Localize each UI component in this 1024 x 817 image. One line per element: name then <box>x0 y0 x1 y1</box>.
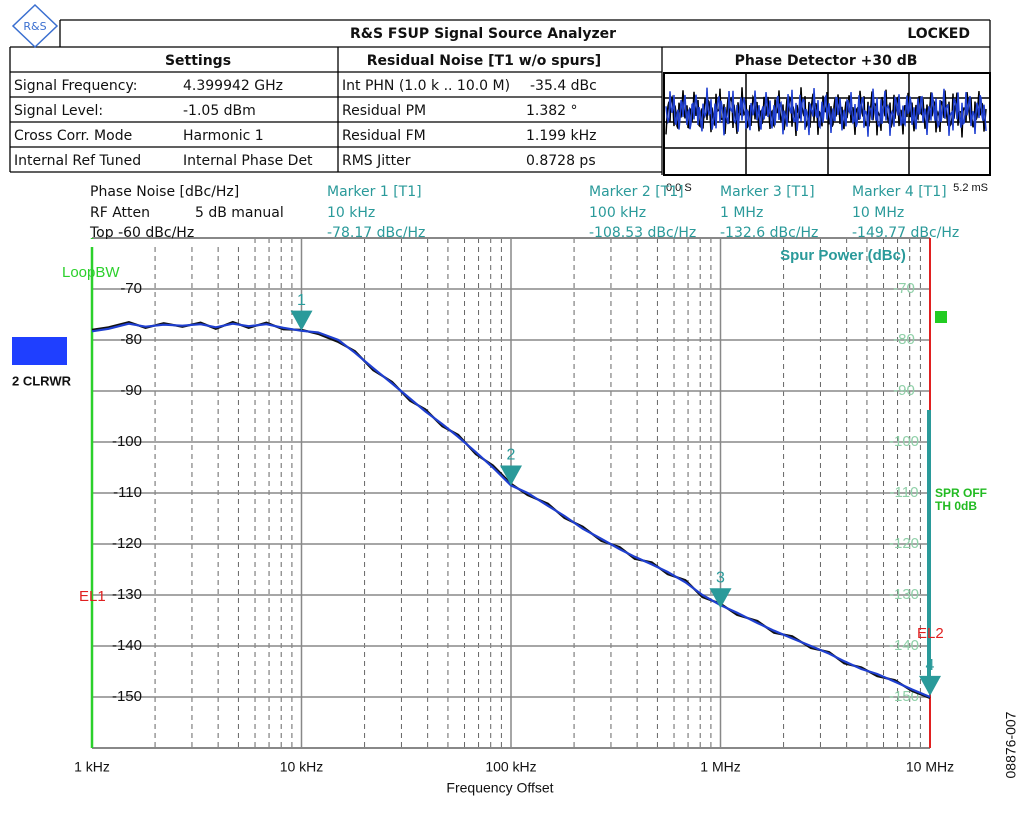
y2-tick-label: -150 <box>889 688 919 705</box>
residual-label: Int PHN (1.0 k .. 10.0 M) <box>342 78 510 94</box>
residual-label: RMS Jitter <box>342 153 411 169</box>
logo: R&S <box>23 20 46 33</box>
x-tick-label: 10 MHz <box>906 759 954 775</box>
setting-value: Internal Phase Det <box>183 153 313 169</box>
y2-tick-label: -90 <box>893 382 915 399</box>
y-tick-label: -130 <box>112 586 142 603</box>
x-axis-label: Frequency Offset <box>446 780 553 796</box>
header: R&S R&S FSUP Signal Source Analyzer LOCK… <box>9 3 991 194</box>
y-tick-label: -150 <box>112 688 142 705</box>
setting-value: Harmonic 1 <box>183 128 264 144</box>
y2-tick-label: -80 <box>893 331 915 348</box>
loop-bw: LoopBW <box>62 264 120 281</box>
marker-x: 100 kHz <box>589 205 646 221</box>
spur-status: SPR OFF <box>935 486 987 500</box>
el1: EL1 <box>79 588 106 605</box>
residual-value: -35.4 dBc <box>530 78 597 94</box>
marker-number: 4 <box>926 657 935 674</box>
marker <box>919 675 941 696</box>
el2: EL2 <box>917 625 944 642</box>
detector-trace <box>665 87 987 137</box>
y-tick-label: -80 <box>120 331 142 348</box>
title: R&S FSUP Signal Source Analyzer <box>350 26 616 42</box>
marker-y: -108.53 dBc/Hz <box>589 225 696 241</box>
detector-title: Phase Detector +30 dB <box>735 53 918 69</box>
rf-atten-label: RF Atten <box>90 205 150 221</box>
figure-id: 08876-007 <box>1003 711 1019 778</box>
top-level: Top -60 dBc/Hz <box>89 225 194 241</box>
marker-label: Marker 2 [T1] <box>589 184 684 200</box>
residual-value: 1.382 ° <box>526 103 578 119</box>
residual-value: 0.8728 ps <box>526 153 596 169</box>
residual-label: Residual FM <box>342 128 426 144</box>
marker-x: 10 kHz <box>327 205 375 221</box>
rf-atten: 5 dB manual <box>195 205 284 221</box>
marker-x: 1 MHz <box>720 205 763 221</box>
y-tick-label: -110 <box>113 484 142 501</box>
marker-number: 3 <box>716 569 725 586</box>
tables: Signal Frequency: 4.399942 GHz Signal Leve… <box>14 78 597 169</box>
detector-end: 5.2 mS <box>953 182 988 194</box>
trace-indicator <box>12 337 67 365</box>
marker <box>709 588 732 609</box>
trace-label: 2 CLRWR <box>12 373 72 388</box>
marker-y: -132.6 dBc/Hz <box>720 225 818 241</box>
y2-tick-label: -130 <box>889 586 919 603</box>
marker-x: 10 MHz <box>852 205 904 221</box>
x-tick-label: 100 kHz <box>485 759 536 775</box>
setting-value: -1.05 dBm <box>183 103 256 119</box>
y2-tick-label: -140 <box>889 637 919 654</box>
setting-label: Cross Corr. Mode <box>14 128 132 144</box>
y2-tick-label: -120 <box>889 535 919 552</box>
y2-tick-label: -110 <box>890 484 919 501</box>
x-tick-label: 1 MHz <box>700 759 740 775</box>
marker-label: Marker 4 [T1] <box>852 184 947 200</box>
x-tick-label: 10 kHz <box>280 759 324 775</box>
residual-title: Residual Noise [T1 w/o spurs] <box>367 53 601 69</box>
y-tick-label: -70 <box>120 280 142 297</box>
marker <box>500 465 522 486</box>
detector-box <box>663 72 991 176</box>
y-tick-label: -90 <box>120 382 142 399</box>
marker-number: 1 <box>297 292 306 309</box>
logo-diamond <box>11 3 59 49</box>
setting-label: Signal Frequency: <box>14 78 137 94</box>
y-tick-label: -100 <box>112 433 142 450</box>
settings-title: Settings <box>165 53 231 69</box>
y2-tick-label: -100 <box>889 433 919 450</box>
y-tick-label: -120 <box>112 535 142 552</box>
residual-value: 1.199 kHz <box>526 128 597 144</box>
marker-y: -78.17 dBc/Hz <box>327 225 425 241</box>
marker-y: -149.77 dBc/Hz <box>852 225 959 241</box>
setting-label: Internal Ref Tuned <box>14 153 141 169</box>
status: LOCKED <box>907 26 970 42</box>
marker-number: 2 <box>507 447 516 464</box>
setting-label: Signal Level: <box>14 103 103 119</box>
y-tick-label: -140 <box>112 637 142 654</box>
top-mask <box>88 239 248 247</box>
y2-tick-label: -70 <box>893 280 915 297</box>
y2-label: Spur Power (dBc) <box>780 247 906 264</box>
plot: 1 kHz 10 kHz 100 kHz 1 MHz 10 MHz -70 -80 -90 -1… <box>12 184 1019 796</box>
residual-label: Residual PM <box>342 103 426 119</box>
marker <box>290 310 313 331</box>
setting-value: 4.399942 GHz <box>183 78 283 94</box>
spur-indicator <box>935 311 947 323</box>
detector-plot <box>664 73 990 175</box>
plot-title: Phase Noise [dBc/Hz] <box>90 184 239 200</box>
detector-start: 0.0 S <box>666 182 692 194</box>
x-tick-label: 1 kHz <box>74 759 110 775</box>
spur-status: TH 0dB <box>935 499 977 513</box>
marker-label: Marker 3 [T1] <box>720 184 815 200</box>
marker-label: Marker 1 [T1] <box>327 184 422 200</box>
